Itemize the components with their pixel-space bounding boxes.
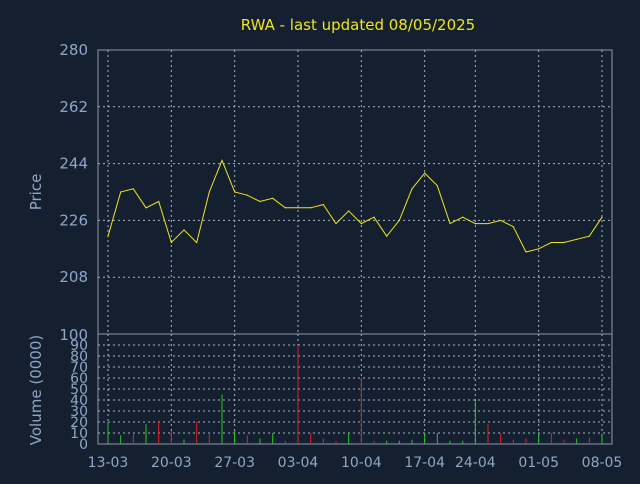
price-point [424, 172, 426, 174]
price-tick-label: 244 [59, 155, 88, 173]
date-tick-label: 01-05 [518, 455, 559, 471]
price-point [474, 222, 476, 225]
price-point [221, 159, 223, 162]
volume-tick-label: 20 [70, 415, 88, 431]
price-point [525, 251, 527, 253]
price-point [170, 241, 172, 244]
date-tick-label: 13-03 [88, 455, 129, 471]
price-point [284, 207, 286, 209]
price-point [500, 219, 502, 221]
price-point [550, 241, 552, 244]
price-axis-bottom-label: 100 [59, 326, 88, 344]
volume-tick-label: 50 [70, 382, 88, 398]
volume-tick-label: 0 [79, 437, 88, 453]
price-point [398, 219, 400, 221]
price-grid [98, 50, 612, 334]
price-axis-ticks: 280 262 244 226 208 [59, 41, 88, 286]
price-point [487, 222, 489, 225]
price-tick-label: 226 [59, 211, 88, 229]
price-point [449, 222, 451, 225]
price-point [322, 204, 324, 206]
volume-axis-label: Volume (0000) [27, 335, 45, 445]
date-tick-label: 08-05 [582, 455, 623, 471]
price-point [132, 188, 134, 190]
price-point [436, 185, 438, 187]
volume-plot-frame [97, 333, 613, 445]
date-axis-ticks: 13-03 20-03 27-03 03-04 10-04 17-04 24-04 01-05… [88, 455, 623, 471]
date-tick-label: 03-04 [278, 455, 319, 471]
price-point [234, 191, 236, 193]
chart-title: RWA - last updated 08/05/2025 [241, 16, 475, 34]
price-point [462, 216, 464, 218]
price-plot-frame [97, 49, 613, 335]
price-point [601, 216, 603, 218]
price-point [335, 222, 337, 225]
price-point [512, 226, 514, 228]
volume-tick-label: 80 [70, 349, 88, 365]
price-points [107, 159, 603, 253]
date-tick-label: 10-04 [341, 455, 382, 471]
price-point [563, 241, 565, 244]
price-axis-label: Price [27, 174, 45, 211]
price-point [588, 235, 590, 237]
date-tick-label: 24-04 [455, 455, 496, 471]
price-point [246, 194, 248, 196]
price-point [145, 207, 147, 209]
price-point [208, 191, 210, 193]
price-point [107, 235, 109, 237]
price-series-line [107, 159, 603, 253]
date-tick-label: 27-03 [214, 455, 255, 471]
price-tick-label: 280 [59, 41, 88, 59]
price-point [348, 210, 350, 212]
date-tick-label: 17-04 [404, 455, 445, 471]
price-tick-label: 262 [59, 98, 88, 116]
price-point [259, 200, 261, 203]
price-point [183, 229, 185, 231]
price-point [576, 238, 578, 240]
price-point [272, 197, 274, 199]
price-point [373, 216, 375, 218]
price-tick-label: 208 [59, 268, 88, 286]
price-point [538, 248, 540, 250]
price-point [310, 207, 312, 209]
price-point [386, 235, 388, 237]
volume-tick-label: 90 [70, 338, 88, 354]
volume-grid [98, 334, 612, 444]
price-point [158, 200, 160, 203]
volume-bars [107, 345, 603, 444]
volume-tick-label: 30 [70, 404, 88, 420]
volume-tick-label: 40 [70, 393, 88, 409]
price-point [411, 188, 413, 190]
price-point [297, 207, 299, 209]
volume-tick-label: 60 [70, 371, 88, 387]
volume-tick-label: 70 [70, 360, 88, 376]
price-point [196, 241, 198, 244]
price-point [120, 191, 122, 193]
price-point [360, 222, 362, 225]
volume-tick-label: 10 [70, 426, 88, 442]
date-tick-label: 20-03 [151, 455, 192, 471]
